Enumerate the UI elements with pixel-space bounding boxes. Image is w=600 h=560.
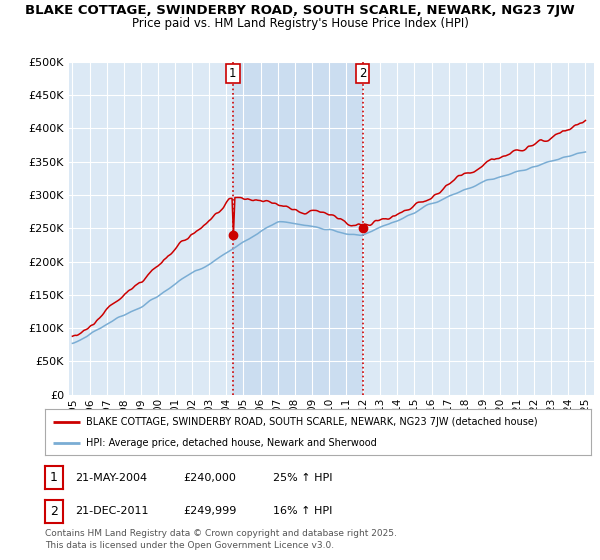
Text: Price paid vs. HM Land Registry's House Price Index (HPI): Price paid vs. HM Land Registry's House … xyxy=(131,17,469,30)
Text: 1: 1 xyxy=(229,67,236,80)
Text: 16% ↑ HPI: 16% ↑ HPI xyxy=(273,506,332,516)
Text: BLAKE COTTAGE, SWINDERBY ROAD, SOUTH SCARLE, NEWARK, NG23 7JW: BLAKE COTTAGE, SWINDERBY ROAD, SOUTH SCA… xyxy=(25,4,575,17)
Text: £240,000: £240,000 xyxy=(183,473,236,483)
Text: Contains HM Land Registry data © Crown copyright and database right 2025.
This d: Contains HM Land Registry data © Crown c… xyxy=(45,529,397,550)
Text: 21-MAY-2004: 21-MAY-2004 xyxy=(75,473,147,483)
Text: 2: 2 xyxy=(359,67,367,80)
Text: 1: 1 xyxy=(50,471,58,484)
Text: 25% ↑ HPI: 25% ↑ HPI xyxy=(273,473,332,483)
Text: £249,999: £249,999 xyxy=(183,506,236,516)
Text: BLAKE COTTAGE, SWINDERBY ROAD, SOUTH SCARLE, NEWARK, NG23 7JW (detached house): BLAKE COTTAGE, SWINDERBY ROAD, SOUTH SCA… xyxy=(86,417,538,427)
Text: HPI: Average price, detached house, Newark and Sherwood: HPI: Average price, detached house, Newa… xyxy=(86,438,377,448)
Bar xyxy=(233,62,362,395)
Text: 21-DEC-2011: 21-DEC-2011 xyxy=(75,506,149,516)
Text: 2: 2 xyxy=(50,505,58,518)
